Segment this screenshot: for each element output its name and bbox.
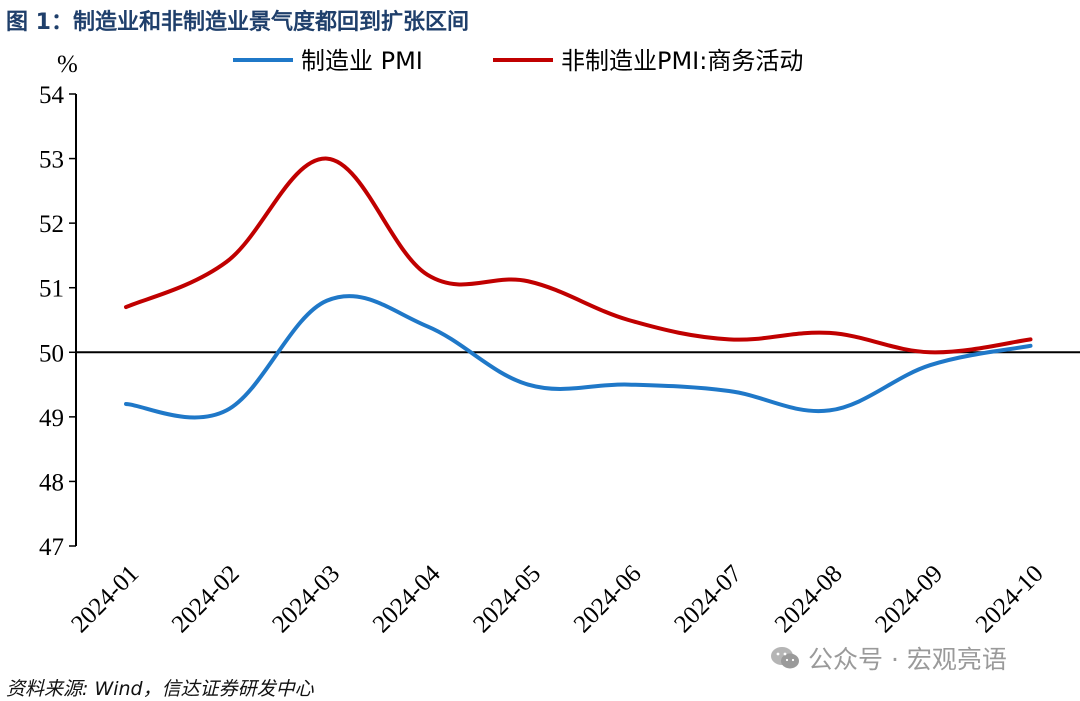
watermark: 公众号 · 宏观亮语: [770, 640, 1007, 676]
y-axis: 47 48 49 50 51 52 53 54: [39, 82, 77, 561]
legend-label-1: 制造业 PMI: [301, 47, 423, 75]
watermark-text: 公众号 · 宏观亮语: [808, 645, 1007, 674]
y-tick-label: 51: [39, 276, 64, 303]
x-tick-label: 2024-04: [368, 560, 446, 638]
legend-label-2: 非制造业PMI:商务活动: [561, 47, 803, 75]
x-axis: 2024-01 2024-02 2024-03 2024-04 2024-05 2024-…: [66, 351, 1080, 638]
y-axis-unit: %: [57, 51, 78, 78]
y-tick-label: 48: [39, 469, 64, 496]
y-tick-label: 53: [39, 147, 64, 174]
x-tick-label: 2024-06: [569, 560, 647, 638]
y-tick-label: 52: [39, 211, 64, 238]
x-tick-label: 2024-08: [770, 560, 848, 638]
wechat-icon: [771, 647, 799, 669]
x-tick-label: 2024-09: [870, 560, 948, 638]
x-tick-label: 2024-03: [267, 560, 345, 638]
y-tick-label: 49: [39, 405, 64, 432]
x-tick-label: 2024-01: [66, 560, 144, 638]
x-tick-label: 2024-02: [167, 560, 245, 638]
figure-title: 图 1：制造业和非制造业景气度都回到扩张区间: [6, 10, 469, 35]
y-tick-label: 47: [39, 534, 64, 561]
series-line-1: [124, 294, 1033, 420]
x-tick-label: 2024-10: [971, 560, 1049, 638]
source-note: 资料来源: Wind，信达证券研发中心: [6, 678, 314, 700]
x-tick-label: 2024-07: [669, 560, 747, 638]
series-line-2: [124, 156, 1033, 355]
x-tick-label: 2024-05: [468, 560, 546, 638]
series-lines: [124, 156, 1033, 420]
y-tick-label: 50: [39, 340, 64, 367]
legend: 制造业 PMI 非制造业PMI:商务活动: [233, 47, 803, 75]
y-tick-label: 54: [39, 82, 65, 109]
